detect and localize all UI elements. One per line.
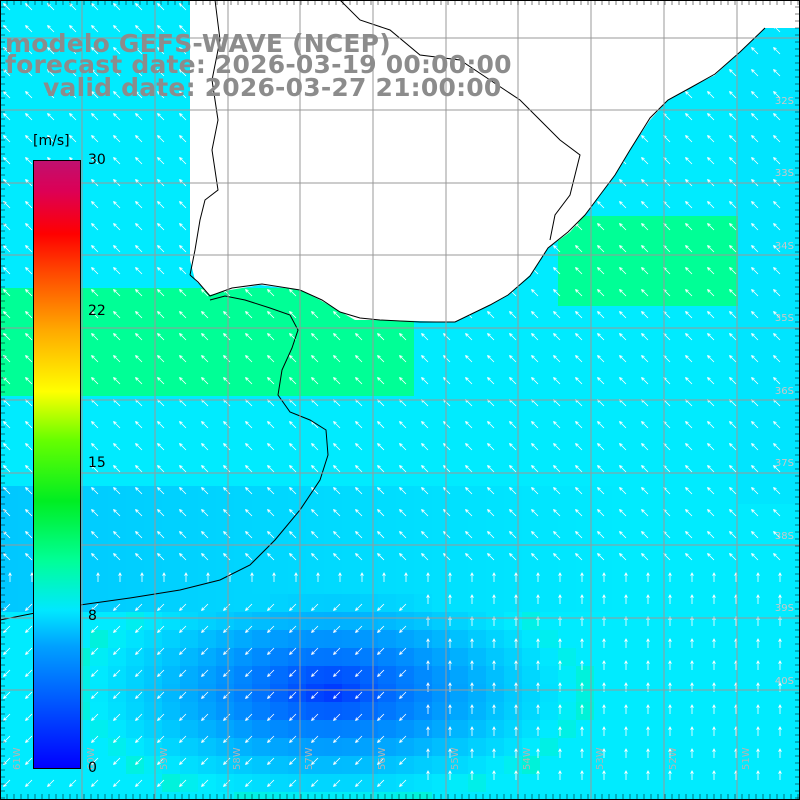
colorbar-tick-label: 8 [88,608,97,624]
colorbar-units: [m/s] [33,133,70,149]
latitude-label: 37S [774,458,794,469]
colorbar-tick-label: 0 [88,760,97,776]
latitude-label: 36S [774,386,794,397]
longitude-label: 57W [304,747,315,770]
latitude-label: 40S [774,676,794,687]
river-uruguay [189,0,221,276]
title-model: modelo GEFS-WAVE (NCEP) [5,29,391,58]
colorbar-tick-label: 30 [88,152,106,168]
coastline-north [189,27,766,323]
colorbar-tick-label: 22 [88,303,106,319]
latitude-label: 35S [774,313,794,324]
longitude-label: 53W [595,747,606,770]
latitude-label: 34S [774,241,794,252]
longitude-label: 58W [232,747,243,770]
coastline-south [0,295,329,621]
longitude-label: 54W [522,747,533,770]
longitude-label: 51W [741,747,752,770]
longitude-label: 59W [159,747,170,770]
longitude-label: 56W [377,747,388,770]
longitude-label: 52W [668,747,679,770]
latitude-label: 32S [774,96,794,107]
longitude-label: 55W [450,747,461,770]
colorbar [33,160,81,769]
land-mass [0,0,800,322]
title-valid-date: valid date: 2026-03-27 21:00:00 [43,73,502,102]
latitude-label: 38S [774,531,794,542]
colorbar-tick-label: 15 [88,455,106,471]
longitude-label: 61W [12,747,23,770]
latitude-label: 39S [774,603,794,614]
latitude-label: 33S [774,168,794,179]
title-forecast-date: forecast date: 2026-03-19 00:00:00 [5,50,512,79]
